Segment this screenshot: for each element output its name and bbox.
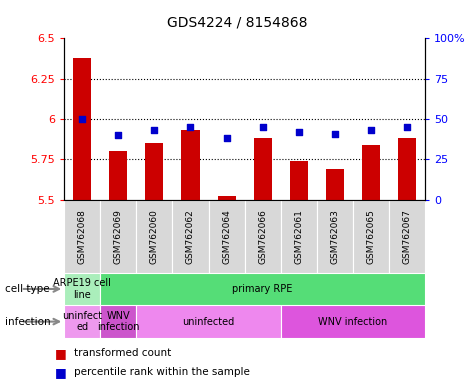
Point	[259, 124, 266, 130]
Text: GSM762068: GSM762068	[78, 209, 86, 263]
Point	[151, 127, 158, 133]
Text: GSM762066: GSM762066	[258, 209, 267, 263]
Bar	[209, 200, 245, 273]
Point	[331, 131, 339, 137]
Bar	[181, 130, 200, 200]
Bar	[136, 305, 281, 338]
Text: ARPE19 cell
line: ARPE19 cell line	[53, 278, 111, 300]
Text: GSM762060: GSM762060	[150, 209, 159, 263]
Bar	[109, 151, 127, 200]
Text: GDS4224 / 8154868: GDS4224 / 8154868	[167, 15, 308, 29]
Bar	[389, 200, 425, 273]
Bar	[326, 169, 344, 200]
Text: ■: ■	[55, 347, 66, 360]
Point	[114, 132, 122, 138]
Text: GSM762069: GSM762069	[114, 209, 123, 263]
Text: uninfected: uninfected	[182, 316, 235, 327]
Text: GSM762061: GSM762061	[294, 209, 303, 263]
Point	[78, 116, 86, 122]
Point	[367, 127, 375, 133]
Bar	[245, 200, 281, 273]
Bar	[317, 200, 353, 273]
Text: percentile rank within the sample: percentile rank within the sample	[74, 367, 249, 377]
Bar	[136, 200, 172, 273]
Bar	[254, 138, 272, 200]
Text: GSM762064: GSM762064	[222, 209, 231, 263]
Bar	[64, 273, 100, 305]
Bar	[281, 305, 425, 338]
Text: WNV
infection: WNV infection	[97, 311, 140, 333]
Text: GSM762063: GSM762063	[331, 209, 339, 263]
Point	[295, 129, 303, 135]
Bar	[64, 305, 100, 338]
Text: uninfect
ed: uninfect ed	[62, 311, 102, 333]
Point	[187, 124, 194, 130]
Bar	[64, 200, 100, 273]
Bar	[145, 143, 163, 200]
Text: transformed count: transformed count	[74, 348, 171, 358]
Text: cell type: cell type	[5, 284, 49, 294]
Text: WNV infection: WNV infection	[318, 316, 388, 327]
Bar	[353, 200, 389, 273]
Text: GSM762062: GSM762062	[186, 209, 195, 263]
Text: infection: infection	[5, 316, 50, 327]
Bar	[281, 200, 317, 273]
Bar	[100, 305, 136, 338]
Bar	[100, 200, 136, 273]
Text: primary RPE: primary RPE	[232, 284, 293, 294]
Bar	[73, 58, 91, 200]
Text: ■: ■	[55, 366, 66, 379]
Text: GSM762065: GSM762065	[367, 209, 375, 263]
Point	[223, 135, 230, 141]
Bar	[218, 197, 236, 200]
Bar	[362, 145, 380, 200]
Bar	[172, 200, 209, 273]
Text: GSM762067: GSM762067	[403, 209, 411, 263]
Point	[403, 124, 411, 130]
Bar	[290, 161, 308, 200]
Bar	[398, 138, 416, 200]
